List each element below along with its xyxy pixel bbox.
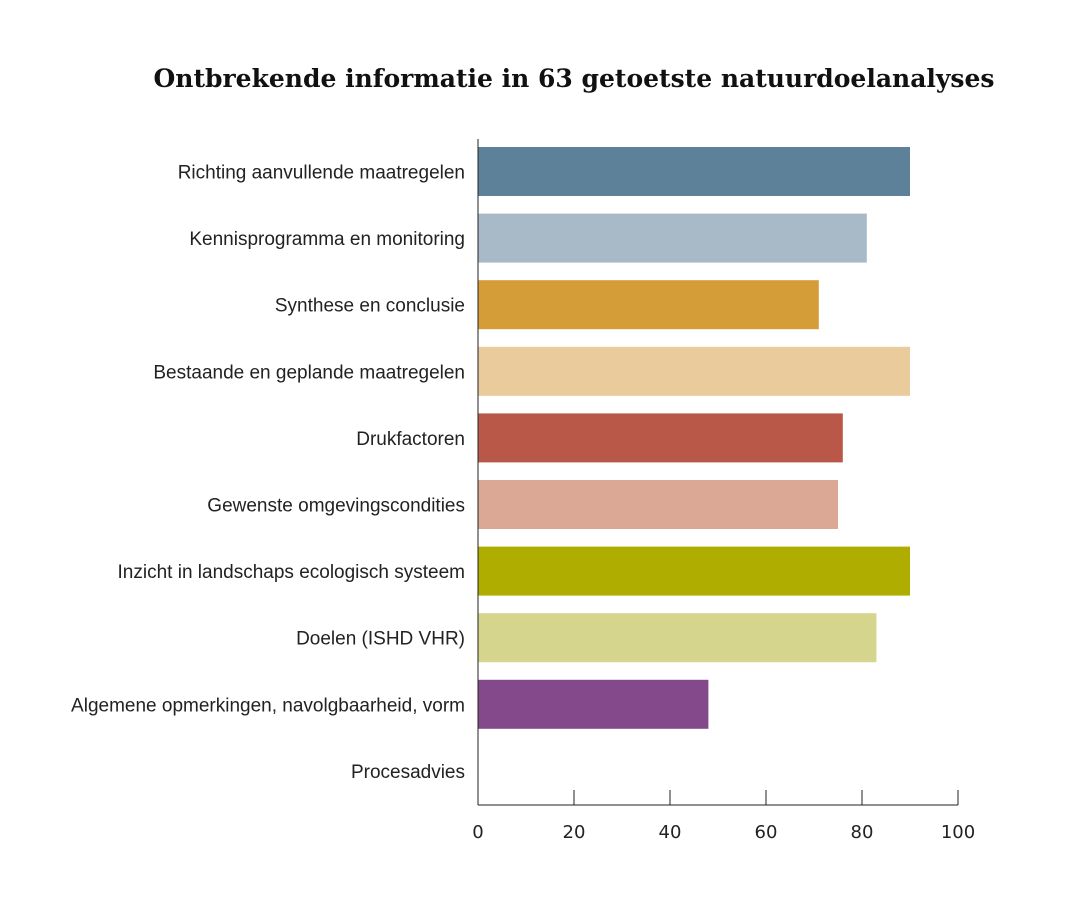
category-label: Inzicht in landschaps ecologisch systeem (118, 562, 465, 583)
x-tick-label: 60 (755, 822, 778, 843)
bar-bestaande-en-geplande-maatregelen (478, 346, 910, 396)
bar-synthese-en-conclusie (478, 280, 819, 330)
bar-kennisprogramma-en-monitoring (478, 213, 867, 263)
category-label: Kennisprogramma en monitoring (189, 229, 465, 250)
bar-inzicht-in-landschaps-ecologisch-systeem (478, 546, 910, 596)
x-tick-label: 20 (563, 822, 586, 843)
category-label: Bestaande en geplande maatregelen (153, 362, 465, 383)
category-label: Gewenste omgevingscondities (207, 496, 465, 517)
x-tick-label: 80 (851, 822, 874, 843)
bar-gewenste-omgevingscondities (478, 480, 838, 529)
x-tick-label: 0 (472, 822, 483, 843)
bar-algemene-opmerkingen-navolgbaarheid-vorm (478, 679, 709, 729)
x-tick-label: 100 (941, 822, 975, 843)
bar-richting-aanvullende-maatregelen (478, 147, 910, 196)
x-tick-label: 40 (659, 822, 682, 843)
category-label: Doelen (ISHD VHR) (296, 629, 465, 650)
bar-doelen-ishd-vhr (478, 613, 877, 663)
chart-title: Ontbrekende informatie in 63 getoetste n… (153, 64, 995, 93)
category-label: Synthese en conclusie (275, 296, 465, 317)
category-label: Procesadvies (351, 762, 465, 783)
category-label: Drukfactoren (356, 429, 465, 450)
category-label: Richting aanvullende maatregelen (178, 163, 465, 184)
bar-drukfactoren (478, 413, 843, 463)
category-label: Algemene opmerkingen, navolgbaarheid, vo… (71, 695, 465, 716)
